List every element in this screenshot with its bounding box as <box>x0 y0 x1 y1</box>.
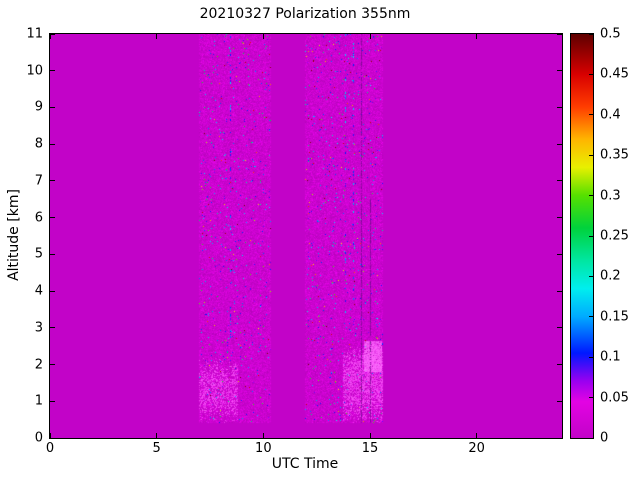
colorbar-tick-mark <box>589 397 593 399</box>
y-tick-mark <box>50 217 55 219</box>
colorbar-tick-mark <box>589 437 593 439</box>
colorbar-tick-mark <box>589 33 593 35</box>
heatmap-canvas <box>50 34 562 438</box>
y-tick-mark <box>557 327 562 329</box>
colorbar-tick-label: 0.05 <box>600 390 629 406</box>
colorbar-tick-mark <box>589 195 593 197</box>
y-tick-mark <box>50 70 55 72</box>
y-tick-mark <box>557 217 562 219</box>
y-tick-mark <box>50 364 55 366</box>
y-tick-mark <box>50 327 55 329</box>
y-tick-label: 6 <box>34 210 43 226</box>
chart-title: 20210327 Polarization 355nm <box>199 6 411 22</box>
y-tick-label: 4 <box>34 283 43 299</box>
y-tick-label: 1 <box>34 393 43 409</box>
x-tick-mark <box>262 433 264 438</box>
colorbar-tick-label: 0.2 <box>600 268 621 284</box>
x-tick-mark <box>369 433 371 438</box>
y-tick-mark <box>557 33 562 35</box>
y-tick-mark <box>557 437 562 439</box>
x-tick-label: 20 <box>468 441 485 456</box>
x-tick-mark <box>156 34 158 39</box>
colorbar-tick-label: 0 <box>600 430 609 446</box>
y-tick-label: 0 <box>34 430 43 446</box>
y-tick-mark <box>557 253 562 255</box>
x-tick-label: 5 <box>152 441 161 456</box>
y-axis-label: Altitude [km] <box>6 189 22 281</box>
x-tick-mark <box>476 433 478 438</box>
x-tick-label: 10 <box>255 441 272 456</box>
colorbar <box>570 33 594 439</box>
colorbar-tick-mark <box>589 235 593 237</box>
y-tick-mark <box>557 106 562 108</box>
y-tick-mark <box>557 143 562 145</box>
y-tick-mark <box>50 33 55 35</box>
x-tick-label: 0 <box>45 441 55 456</box>
y-tick-mark <box>50 437 55 439</box>
colorbar-tick-label: 0.15 <box>600 309 629 325</box>
y-tick-mark <box>557 364 562 366</box>
y-tick-label: 11 <box>26 26 43 42</box>
x-tick-label: 15 <box>361 441 379 456</box>
colorbar-tick-label: 0.45 <box>600 66 629 82</box>
y-tick-label: 9 <box>34 99 43 115</box>
x-tick-mark <box>262 34 264 39</box>
colorbar-tick-label: 0.5 <box>600 26 621 42</box>
y-tick-label: 8 <box>34 136 43 152</box>
colorbar-tick-label: 0.4 <box>600 107 621 123</box>
x-tick-mark <box>369 34 371 39</box>
x-axis-label: UTC Time <box>271 456 339 472</box>
colorbar-tick-mark <box>589 275 593 277</box>
x-tick-mark <box>49 433 51 438</box>
plot-area <box>49 33 563 439</box>
x-tick-mark <box>156 433 158 438</box>
colorbar-tick-mark <box>589 316 593 318</box>
y-tick-mark <box>557 70 562 72</box>
y-tick-mark <box>557 180 562 182</box>
y-tick-mark <box>557 290 562 292</box>
y-tick-label: 7 <box>34 173 43 189</box>
colorbar-tick-mark <box>589 73 593 75</box>
x-tick-mark <box>49 34 51 39</box>
colorbar-tick-label: 0.35 <box>600 147 629 163</box>
y-tick-mark <box>50 253 55 255</box>
colorbar-tick-label: 0.25 <box>600 228 629 244</box>
colorbar-tick-label: 0.3 <box>600 188 621 204</box>
y-tick-mark <box>557 400 562 402</box>
y-tick-label: 10 <box>26 63 43 79</box>
colorbar-tick-mark <box>589 154 593 156</box>
y-tick-mark <box>50 400 55 402</box>
y-tick-label: 2 <box>34 357 43 373</box>
y-tick-mark <box>50 143 55 145</box>
y-tick-mark <box>50 180 55 182</box>
y-tick-label: 3 <box>34 320 43 336</box>
y-tick-mark <box>50 290 55 292</box>
x-tick-mark <box>476 34 478 39</box>
y-tick-mark <box>50 106 55 108</box>
colorbar-tick-mark <box>589 114 593 116</box>
colorbar-tick-label: 0.1 <box>600 349 621 365</box>
y-tick-label: 5 <box>34 246 43 262</box>
colorbar-tick-mark <box>589 356 593 358</box>
